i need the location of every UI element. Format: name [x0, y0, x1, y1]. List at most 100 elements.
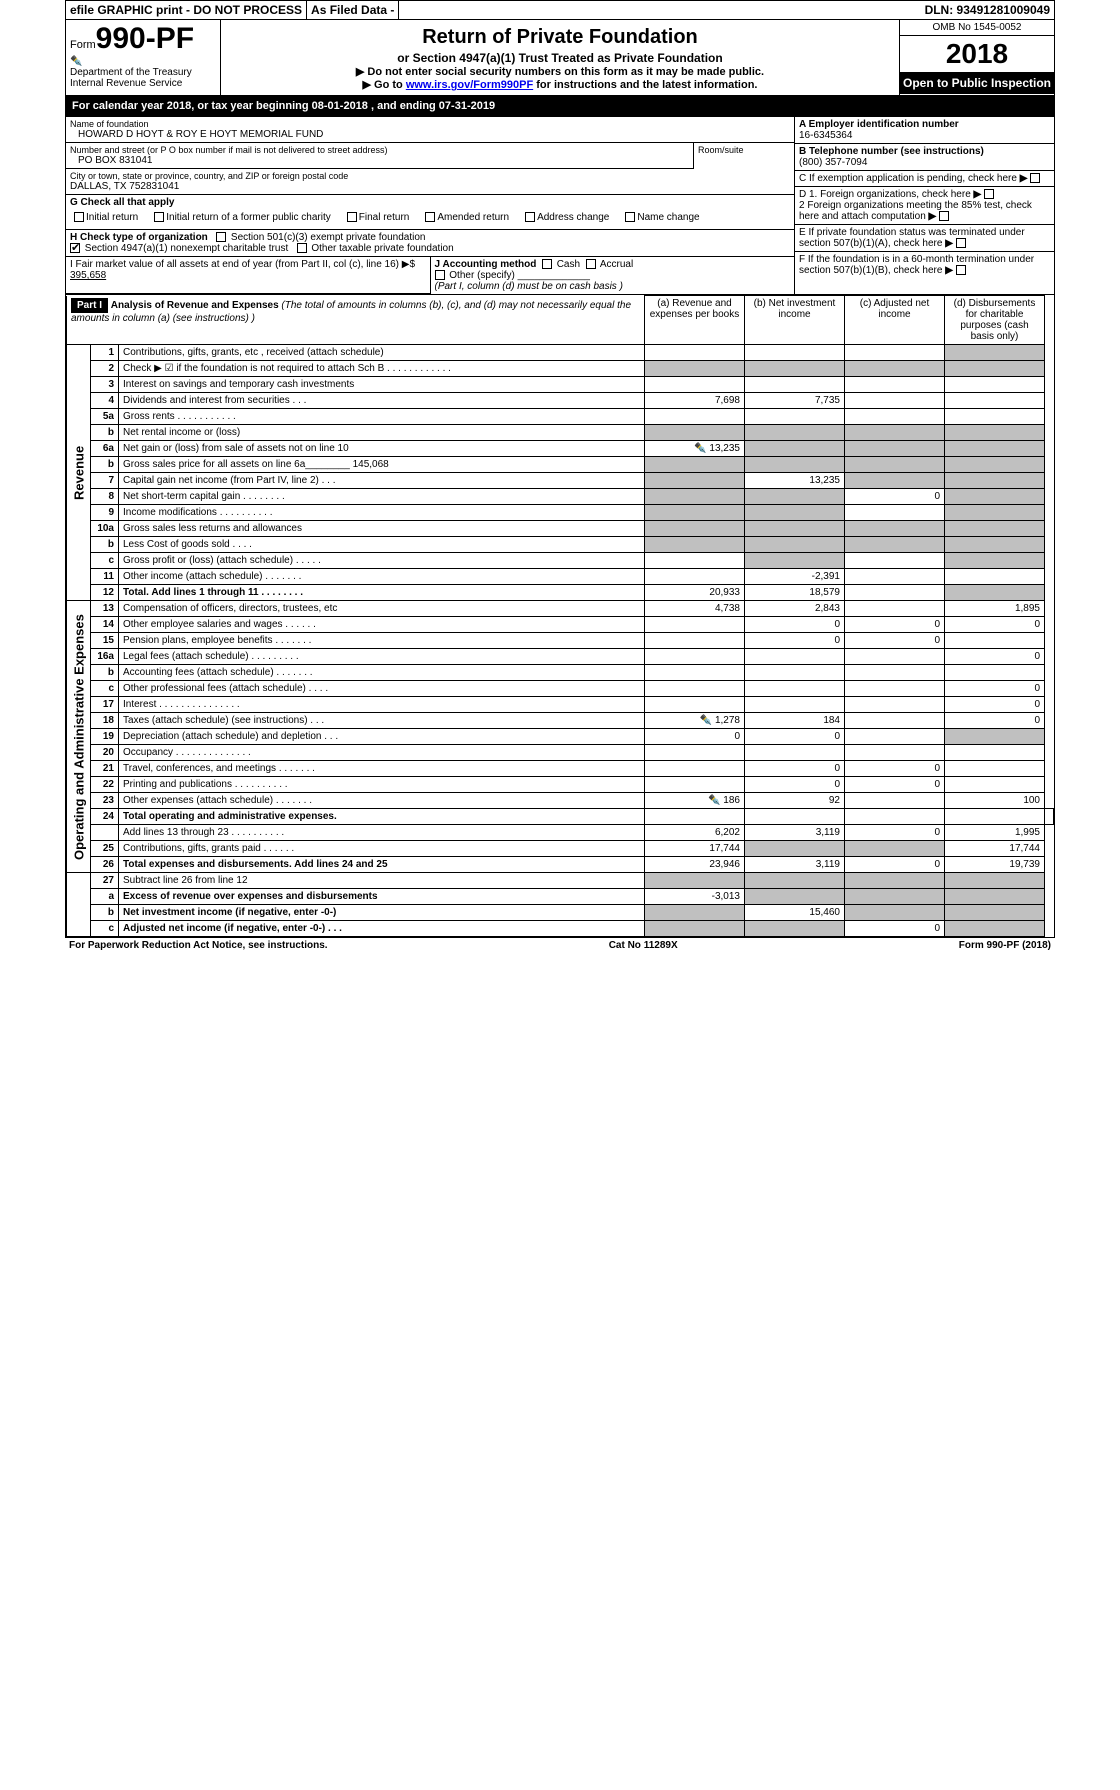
cell-d [945, 489, 1045, 505]
table-row: 10aGross sales less returns and allowanc… [67, 521, 1054, 537]
g-opt-1[interactable]: Initial return of a former public charit… [154, 212, 331, 223]
open-public: Open to Public Inspection [900, 72, 1054, 94]
cell-c [845, 521, 945, 537]
cell-c: 0 [845, 777, 945, 793]
cell-b: 13,235 [745, 473, 845, 489]
col-a-header: (a) Revenue and expenses per books [645, 296, 745, 345]
h-opt1-check[interactable] [216, 232, 226, 242]
cell-b [745, 665, 845, 681]
cell-d [945, 521, 1045, 537]
cell-a [645, 921, 745, 937]
line-desc: Income modifications . . . . . . . . . . [119, 505, 645, 521]
line-desc: Net short-term capital gain . . . . . . … [119, 489, 645, 505]
f-check[interactable] [956, 265, 966, 275]
line-number: 21 [91, 761, 119, 777]
irs-link[interactable]: www.irs.gov/Form990PF [406, 79, 533, 91]
as-filed: As Filed Data - [307, 1, 399, 19]
line-number: c [91, 681, 119, 697]
line-desc: Other employee salaries and wages . . . … [119, 617, 645, 633]
j-accrual-check[interactable] [586, 259, 596, 269]
name-cell: Name of foundation HOWARD D HOYT & ROY E… [66, 117, 794, 143]
cell-a [745, 809, 845, 825]
cell-c [845, 601, 945, 617]
g-opt-0[interactable]: Initial return [74, 212, 138, 223]
note-link: ▶ Go to www.irs.gov/Form990PF for instru… [225, 78, 895, 91]
line-number: b [91, 905, 119, 921]
cell-c: 0 [845, 617, 945, 633]
room-label: Room/suite [698, 145, 790, 155]
line-desc: Gross sales less returns and allowances [119, 521, 645, 537]
table-row: bNet investment income (if negative, ent… [67, 905, 1054, 921]
g-opt-2[interactable]: Final return [347, 212, 410, 223]
line-desc: Printing and publications . . . . . . . … [119, 777, 645, 793]
attach-icon[interactable]: ✒️ [694, 443, 706, 454]
cell-a [645, 521, 745, 537]
cell-b: 18,579 [745, 585, 845, 601]
city-value: DALLAS, TX 752831041 [70, 181, 790, 192]
cell-d [945, 921, 1045, 937]
cell-d [945, 633, 1045, 649]
cell-b [745, 489, 845, 505]
line-number: b [91, 425, 119, 441]
line-number: 24 [91, 809, 119, 825]
line-number: 20 [91, 745, 119, 761]
cell-a [645, 425, 745, 441]
c-check[interactable] [1030, 173, 1040, 183]
cell-d [945, 537, 1045, 553]
e-check[interactable] [956, 238, 966, 248]
efile-notice: efile GRAPHIC print - DO NOT PROCESS [66, 1, 307, 19]
cell-c [845, 745, 945, 761]
table-row: cAdjusted net income (if negative, enter… [67, 921, 1054, 937]
attach-icon[interactable]: ✒️ [708, 795, 720, 806]
line-number: 18 [91, 713, 119, 729]
table-row: 4Dividends and interest from securities … [67, 393, 1054, 409]
d1-check[interactable] [984, 189, 994, 199]
cell-c: 0 [845, 825, 945, 841]
d2-check[interactable] [939, 211, 949, 221]
line-number: 15 [91, 633, 119, 649]
line-desc: Pension plans, employee benefits . . . .… [119, 633, 645, 649]
header: Form990-PF ✒️ Department of the Treasury… [66, 20, 1054, 96]
table-row: 3Interest on savings and temporary cash … [67, 377, 1054, 393]
cell-b: 92 [745, 793, 845, 809]
cell-b [745, 921, 845, 937]
g-opt-5[interactable]: Name change [625, 212, 699, 223]
g-opt-4[interactable]: Address change [525, 212, 609, 223]
cell-b: 7,735 [745, 393, 845, 409]
table-row: 17Interest . . . . . . . . . . . . . . .… [67, 697, 1054, 713]
cell-b: 2,843 [745, 601, 845, 617]
cell-b: 0 [745, 729, 845, 745]
cell-c [845, 905, 945, 921]
line-number: 8 [91, 489, 119, 505]
j-cash-check[interactable] [542, 259, 552, 269]
cell-a [645, 489, 745, 505]
table-row: 2Check ▶ ☑ if the foundation is not requ… [67, 361, 1054, 377]
h-opt3-check[interactable] [297, 243, 307, 253]
h-opt2-check[interactable] [70, 243, 80, 253]
line-number: 10a [91, 521, 119, 537]
table-row: 24Total operating and administrative exp… [67, 809, 1054, 825]
attach-icon[interactable]: ✒️ [700, 715, 712, 726]
cell-a: 20,933 [645, 585, 745, 601]
cell-d [945, 777, 1045, 793]
cell-d [945, 665, 1045, 681]
addr-value: PO BOX 831041 [70, 155, 689, 166]
c-label: C If exemption application is pending, c… [799, 173, 1017, 184]
cell-c: 0 [845, 761, 945, 777]
j-note: (Part I, column (d) must be on cash basi… [435, 281, 623, 292]
j-other-check[interactable] [435, 270, 445, 280]
form-990pf: efile GRAPHIC print - DO NOT PROCESS As … [65, 0, 1055, 938]
cell-c [845, 697, 945, 713]
cell-a: 0 [645, 729, 745, 745]
cell-a [645, 745, 745, 761]
cell-b [745, 345, 845, 361]
cell-d [945, 889, 1045, 905]
cell-a [645, 777, 745, 793]
table-row: 25Contributions, gifts, grants paid . . … [67, 841, 1054, 857]
cell-d [945, 569, 1045, 585]
col-b-header: (b) Net investment income [745, 296, 845, 345]
cell-c: 0 [845, 489, 945, 505]
filler [67, 873, 91, 937]
cell-d [945, 729, 1045, 745]
g-opt-3[interactable]: Amended return [425, 212, 509, 223]
